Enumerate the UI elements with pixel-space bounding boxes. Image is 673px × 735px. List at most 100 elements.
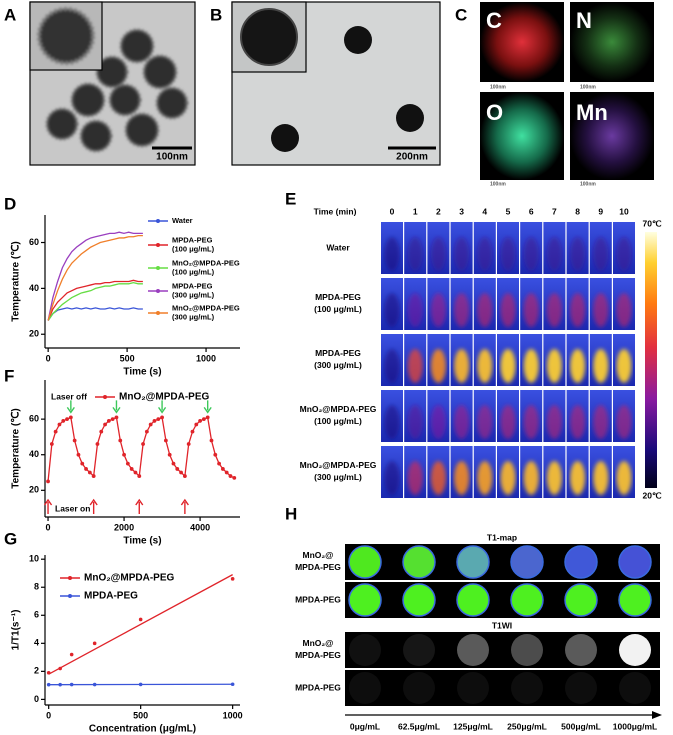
text-line: MPDA-PEG [172, 281, 213, 290]
thermal-cell [523, 461, 539, 495]
scale-label: 200nm [396, 152, 428, 163]
data-point [220, 467, 225, 471]
thermal-cell [384, 405, 400, 439]
nanoparticles [45, 28, 189, 153]
panel-label: D [4, 194, 16, 213]
particle [79, 119, 113, 153]
thermal-cell [454, 237, 470, 271]
data-point [106, 419, 111, 423]
colorbar [645, 232, 657, 488]
text-line: MnO₂@ [303, 638, 334, 648]
colorbar-label: 20℃ [642, 490, 661, 500]
thermal-cell [407, 405, 423, 439]
data-point [160, 415, 164, 420]
thermal-cell [593, 237, 609, 271]
data-point [186, 442, 191, 446]
data-point [95, 442, 100, 446]
scale-label: 100nm [580, 84, 596, 90]
x-tick-label: 4000 [190, 522, 210, 532]
thermal-cell [523, 405, 539, 439]
mri-sample [456, 583, 490, 617]
laser-off-arrow-head [112, 406, 121, 414]
text-line: (300 μg/mL) [172, 290, 215, 299]
legend-label: MPDA-PEG (100 μg/mL) [172, 235, 215, 253]
thermal-cell [477, 293, 493, 327]
thermal-cell [570, 405, 586, 439]
data-point [230, 682, 235, 687]
panel-label: H [285, 504, 297, 523]
mri-sample [510, 545, 544, 579]
mri-sample [564, 583, 598, 617]
data-point [57, 422, 62, 427]
mri-sample [565, 672, 597, 704]
mri-sample [618, 545, 652, 579]
legend-marker [68, 576, 72, 580]
thermal-cell [430, 237, 446, 271]
laser-on-arrow-head [135, 498, 144, 506]
thermal-cell [570, 461, 586, 495]
data-point [65, 417, 69, 422]
thermal-cell [430, 293, 446, 327]
data-point [217, 461, 221, 466]
thermal-cell [570, 293, 586, 327]
thermal-cell [593, 405, 609, 439]
legend-marker [156, 289, 160, 293]
colorbar-label: 70℃ [642, 218, 661, 228]
text-line: MnO₂@MPDA-PEG [300, 460, 377, 470]
panel-label: B [210, 5, 222, 24]
y-tick-label: 40 [29, 449, 39, 459]
x-tick-label: 0 [46, 353, 51, 363]
mri-sample [618, 583, 652, 617]
panel-label: A [4, 5, 16, 24]
particle [95, 55, 129, 89]
series-line [47, 281, 143, 321]
legend-label: MnO₂@MPDA-PEG [119, 392, 210, 403]
data-point [46, 682, 51, 687]
mri-sample [348, 545, 382, 579]
row-label: MPDA-PEG (100 μg/mL) [314, 292, 362, 314]
laser-on-arrow-head [89, 498, 98, 506]
thermal-cell [546, 237, 562, 271]
time-label: 10 [619, 206, 629, 216]
x-axis-label: Concentration (μg/mL) [89, 724, 196, 735]
data-point [53, 429, 58, 434]
particle [142, 54, 178, 90]
mri-sample [402, 583, 436, 617]
data-point [110, 417, 115, 422]
element-label: Mn [576, 100, 608, 125]
particle [344, 26, 372, 54]
time-label: 9 [598, 206, 603, 216]
x-tick-label: 1000 [223, 710, 243, 720]
data-point [175, 467, 180, 471]
legend-marker [68, 594, 72, 598]
eds-map [570, 2, 654, 82]
annotation: Laser off [51, 391, 87, 401]
data-point [179, 470, 183, 475]
data-point [167, 452, 172, 457]
data-point [103, 422, 107, 427]
particle [124, 112, 160, 148]
thermal-cell [546, 349, 562, 383]
thermal-cell [593, 349, 609, 383]
data-point [194, 422, 199, 427]
mri-sample [456, 545, 490, 579]
data-point [171, 461, 176, 466]
thermal-cell [570, 237, 586, 271]
legend-label: MPDA-PEG (300 μg/mL) [172, 281, 215, 299]
laser-off-arrow-head [66, 406, 75, 414]
time-label: 4 [482, 206, 487, 216]
legend-marker [156, 243, 160, 247]
data-point [118, 438, 123, 443]
text-line: (300 μg/mL) [314, 472, 362, 482]
row-label: MPDA-PEG [295, 594, 341, 604]
row-label: MnO₂@ MPDA-PEG [295, 638, 341, 660]
concentration-label: 500μg/mL [561, 721, 601, 731]
eds-map [570, 92, 654, 180]
data-point [92, 682, 97, 687]
data-point [114, 415, 119, 420]
eds-map [480, 92, 564, 180]
data-point [182, 474, 187, 478]
text-line: MnO₂@MPDA-PEG [172, 303, 240, 312]
mri-sample [619, 634, 651, 666]
particle [155, 86, 189, 120]
